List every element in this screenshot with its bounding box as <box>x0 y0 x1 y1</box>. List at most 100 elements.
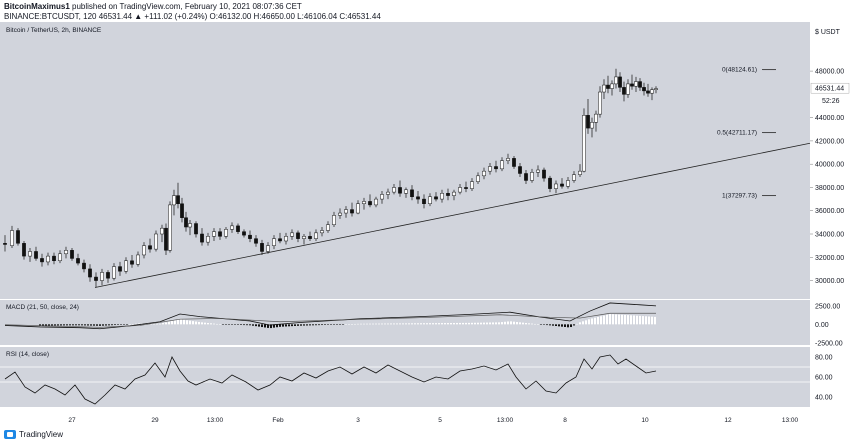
macd-histogram-bar <box>339 324 341 325</box>
macd-histogram-bar <box>195 321 197 325</box>
price-tick-label: 44000.00 <box>815 115 844 122</box>
macd-histogram-bar <box>624 314 626 325</box>
macd-histogram-bar <box>258 324 260 327</box>
candle <box>618 76 622 88</box>
price-pane <box>0 22 810 299</box>
macd-histogram-bar <box>333 324 335 325</box>
macd-histogram-bar <box>540 324 542 325</box>
macd-histogram-bar <box>597 316 599 325</box>
macd-histogram-bar <box>507 321 509 325</box>
macd-histogram-bar <box>222 324 224 325</box>
candle <box>572 174 576 181</box>
publish-line: BitcoinMaximus1 published on TradingView… <box>4 2 302 11</box>
last-price-tag <box>810 82 850 94</box>
macd-histogram-bar <box>492 322 494 325</box>
rsi-label: RSI (14, close) <box>6 351 49 358</box>
macd-histogram-bar <box>132 323 134 325</box>
trading-chart[interactable]: 30000.00 32000.00 34000.00 36000.00 38000.00… <box>0 22 850 430</box>
candle <box>356 203 360 214</box>
macd-histogram-bar <box>99 324 101 326</box>
macd-histogram-bar <box>360 323 362 325</box>
macd-histogram-bar <box>648 316 650 325</box>
macd-histogram-bar <box>552 324 554 326</box>
macd-histogram-bar <box>336 324 338 325</box>
candle <box>470 181 474 189</box>
macd-histogram-bar <box>480 322 482 325</box>
macd-histogram-bar <box>237 324 239 325</box>
candle <box>76 258 80 264</box>
candle <box>188 223 192 228</box>
tradingview-logo[interactable]: TradingView <box>4 430 63 439</box>
time-tick-label: 10 <box>641 417 649 424</box>
macd-histogram-bar <box>294 324 296 326</box>
macd-histogram-bar <box>231 324 233 325</box>
candle <box>586 115 590 129</box>
macd-histogram-bar <box>351 324 353 325</box>
candle <box>164 227 168 251</box>
macd-histogram-bar <box>135 323 137 325</box>
macd-histogram-bar <box>342 324 344 325</box>
time-tick-label: 13:00 <box>497 417 514 424</box>
macd-histogram-bar <box>57 324 59 326</box>
candle <box>34 251 38 259</box>
macd-histogram-bar <box>276 324 278 328</box>
macd-histogram-bar <box>390 323 392 325</box>
macd-histogram-bar <box>90 324 92 326</box>
candle <box>350 209 354 214</box>
macd-histogram-bar <box>108 324 110 326</box>
macd-histogram-bar <box>114 324 116 326</box>
macd-histogram-bar <box>465 322 467 325</box>
macd-histogram-bar <box>561 324 563 327</box>
candle <box>386 191 390 195</box>
candle <box>638 81 642 88</box>
macd-histogram-bar <box>567 324 569 328</box>
macd-histogram-bar <box>129 324 131 325</box>
candle <box>254 238 258 244</box>
macd-histogram-bar <box>312 324 314 326</box>
macd-histogram-bar <box>198 321 200 325</box>
macd-histogram-bar <box>270 324 272 329</box>
macd-histogram-bar <box>396 323 398 325</box>
macd-histogram-bar <box>255 324 257 327</box>
candle <box>242 231 246 236</box>
candle <box>512 158 516 167</box>
candle <box>284 236 288 242</box>
macd-histogram-bar <box>450 323 452 325</box>
candle <box>124 260 128 272</box>
candle <box>614 76 618 85</box>
candle <box>488 166 492 172</box>
price-tick-label: 34000.00 <box>815 232 844 239</box>
macd-histogram-bar <box>126 324 128 325</box>
macd-histogram-bar <box>468 322 470 325</box>
candle <box>266 245 270 252</box>
macd-histogram-bar <box>477 322 479 325</box>
candle <box>314 232 318 239</box>
macd-histogram-bar <box>630 315 632 325</box>
macd-histogram-bar <box>366 323 368 325</box>
candle <box>590 122 594 129</box>
macd-histogram-bar <box>627 315 629 325</box>
candle <box>362 201 366 204</box>
candle <box>452 191 456 196</box>
candle <box>272 238 276 246</box>
macd-histogram-bar <box>570 324 572 328</box>
author-name[interactable]: BitcoinMaximus1 <box>4 2 70 11</box>
time-tick-label: 13:00 <box>782 417 799 424</box>
macd-histogram-bar <box>483 322 485 325</box>
macd-histogram-bar <box>171 321 173 325</box>
countdown-label: 52:26 <box>822 98 840 105</box>
candle <box>142 245 146 256</box>
macd-histogram-bar <box>612 314 614 325</box>
macd-histogram-bar <box>189 320 191 325</box>
candle <box>290 232 294 237</box>
macd-histogram-bar <box>525 322 527 325</box>
macd-histogram-bar <box>120 324 122 325</box>
macd-histogram-bar <box>210 323 212 325</box>
candle <box>374 198 378 206</box>
macd-histogram-bar <box>411 323 413 325</box>
macd-histogram-bar <box>162 323 164 325</box>
macd-histogram-bar <box>375 323 377 325</box>
macd-histogram-bar <box>591 318 593 325</box>
macd-histogram-bar <box>54 324 56 326</box>
macd-histogram-bar <box>372 323 374 325</box>
